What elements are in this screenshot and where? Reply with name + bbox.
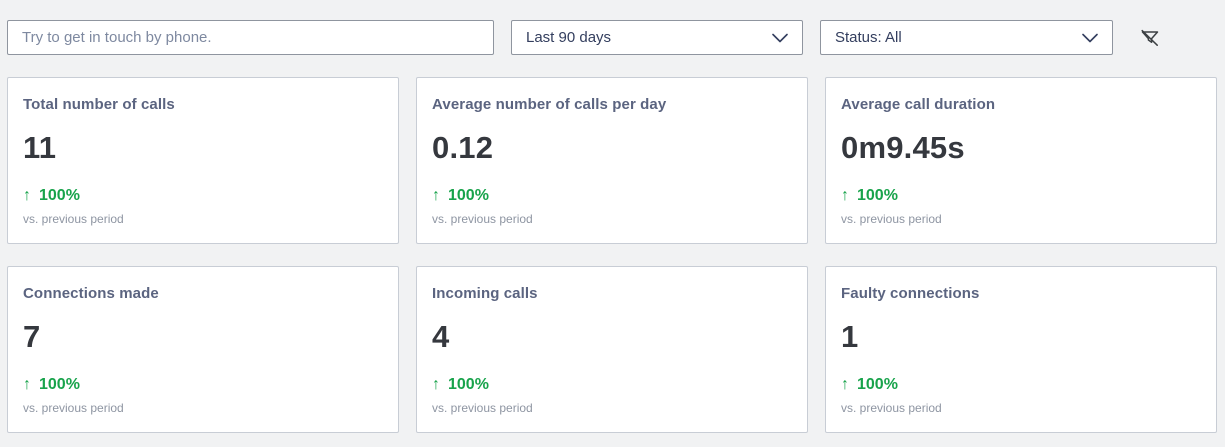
trend-change: 100% — [39, 187, 80, 204]
stat-card-avg-calls-per-day: Average number of calls per day 0.12 ↑ 1… — [416, 77, 808, 244]
trend-change: 100% — [39, 376, 80, 393]
trend-change: 100% — [857, 376, 898, 393]
trend-indicator: ↑ 100% — [432, 187, 791, 205]
card-value: 1 — [841, 319, 859, 354]
card-title: Average number of calls per day — [432, 96, 667, 113]
search-input[interactable] — [7, 20, 494, 55]
trend-indicator: ↑ 100% — [841, 187, 1200, 205]
arrow-up-icon: ↑ — [841, 376, 849, 393]
trend-indicator: ↑ 100% — [23, 376, 382, 394]
chevron-down-icon — [1082, 33, 1098, 42]
stat-card-connections-made: Connections made 7 ↑ 100% vs. previous p… — [7, 266, 399, 433]
card-title: Average call duration — [841, 96, 996, 113]
trend-indicator: ↑ 100% — [841, 376, 1200, 394]
status-select-value: Status: All — [835, 29, 902, 46]
card-value: 0m9.45s — [841, 130, 965, 165]
arrow-up-icon: ↑ — [23, 376, 31, 393]
trend-change: 100% — [448, 376, 489, 393]
clear-filters-button[interactable] — [1132, 20, 1168, 55]
card-title: Incoming calls — [432, 285, 538, 302]
date-range-select-value: Last 90 days — [526, 29, 612, 46]
card-title: Connections made — [23, 285, 159, 302]
chevron-down-icon — [772, 33, 788, 42]
compare-label: vs. previous period — [432, 212, 533, 226]
status-select[interactable]: Status: All — [820, 20, 1113, 55]
card-title: Faulty connections — [841, 285, 980, 302]
compare-label: vs. previous period — [432, 401, 533, 415]
arrow-up-icon: ↑ — [432, 376, 440, 393]
stat-card-incoming-calls: Incoming calls 4 ↑ 100% vs. previous per… — [416, 266, 808, 433]
card-value: 7 — [23, 319, 41, 354]
card-title: Total number of calls — [23, 96, 175, 113]
compare-label: vs. previous period — [841, 401, 942, 415]
date-range-select[interactable]: Last 90 days — [511, 20, 803, 55]
compare-label: vs. previous period — [23, 212, 124, 226]
arrow-up-icon: ↑ — [23, 187, 31, 204]
trend-change: 100% — [857, 187, 898, 204]
card-value: 11 — [23, 130, 57, 165]
stat-cards-grid: Total number of calls 11 ↑ 100% vs. prev… — [7, 77, 1217, 433]
card-value: 0.12 — [432, 130, 494, 165]
arrow-up-icon: ↑ — [841, 187, 849, 204]
filters-toolbar: Last 90 days Status: All — [7, 20, 1217, 55]
trend-change: 100% — [448, 187, 489, 204]
arrow-up-icon: ↑ — [432, 187, 440, 204]
stat-card-faulty-connections: Faulty connections 1 ↑ 100% vs. previous… — [825, 266, 1217, 433]
compare-label: vs. previous period — [841, 212, 942, 226]
card-value: 4 — [432, 319, 450, 354]
filter-off-icon — [1141, 29, 1159, 46]
compare-label: vs. previous period — [23, 401, 124, 415]
trend-indicator: ↑ 100% — [432, 376, 791, 394]
stat-card-total-calls: Total number of calls 11 ↑ 100% vs. prev… — [7, 77, 399, 244]
stat-card-avg-call-duration: Average call duration 0m9.45s ↑ 100% vs.… — [825, 77, 1217, 244]
trend-indicator: ↑ 100% — [23, 187, 382, 205]
